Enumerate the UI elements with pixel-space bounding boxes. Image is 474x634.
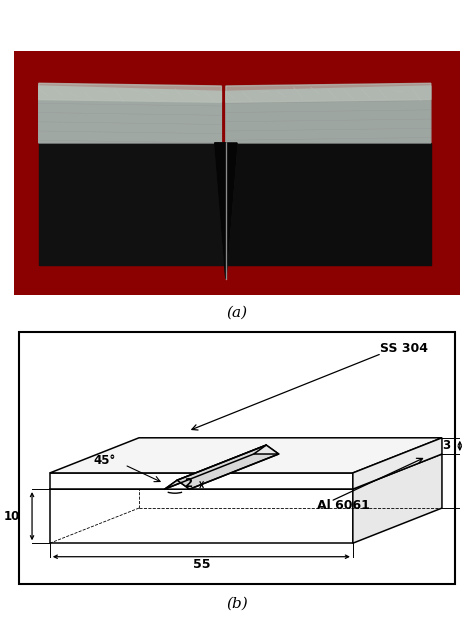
Text: 10: 10 [3, 510, 19, 522]
Text: SS 304: SS 304 [380, 342, 428, 355]
Polygon shape [226, 86, 431, 143]
Polygon shape [215, 143, 226, 278]
Polygon shape [39, 83, 221, 102]
Polygon shape [39, 143, 224, 265]
Text: 45°: 45° [93, 455, 116, 467]
Polygon shape [226, 143, 237, 278]
Text: Al 6061: Al 6061 [317, 499, 370, 512]
Polygon shape [177, 445, 279, 489]
Text: 3: 3 [442, 439, 450, 453]
Polygon shape [254, 445, 279, 454]
Polygon shape [224, 143, 431, 265]
Text: (b): (b) [226, 597, 248, 611]
Text: 2: 2 [184, 477, 192, 490]
Polygon shape [39, 86, 221, 143]
Polygon shape [164, 480, 190, 489]
Polygon shape [164, 445, 266, 489]
Polygon shape [353, 438, 442, 489]
Polygon shape [50, 438, 442, 473]
Polygon shape [353, 454, 442, 543]
Polygon shape [50, 489, 353, 543]
Polygon shape [50, 473, 353, 489]
Text: 55: 55 [192, 559, 210, 571]
Polygon shape [50, 454, 442, 489]
Polygon shape [215, 143, 237, 278]
Text: (a): (a) [227, 305, 247, 320]
Polygon shape [226, 83, 431, 102]
